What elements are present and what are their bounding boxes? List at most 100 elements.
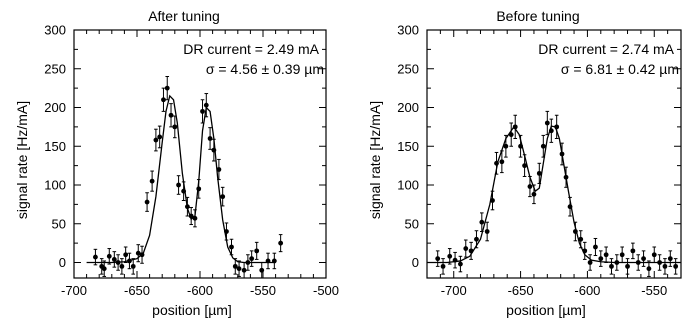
data-marker xyxy=(119,263,125,269)
data-point xyxy=(229,238,234,256)
data-point xyxy=(254,241,260,260)
data-point xyxy=(447,248,453,265)
data-point xyxy=(667,250,673,267)
data-point xyxy=(540,134,546,158)
data-marker xyxy=(651,252,657,258)
data-point xyxy=(115,254,121,271)
y-tick-label: 250 xyxy=(44,61,66,76)
data-marker xyxy=(181,188,187,194)
data-point xyxy=(494,151,499,175)
data-marker xyxy=(93,254,98,260)
data-marker xyxy=(254,248,260,254)
data-point xyxy=(598,250,604,267)
y-tick-label: 0 xyxy=(412,255,419,270)
data-marker xyxy=(236,266,242,272)
data-point xyxy=(232,258,238,275)
data-marker xyxy=(192,215,198,221)
data-point xyxy=(271,252,277,270)
data-marker xyxy=(662,263,668,269)
y-tick-label: 300 xyxy=(397,23,419,38)
data-marker xyxy=(635,260,641,265)
data-point xyxy=(123,246,129,263)
data-point xyxy=(139,245,145,264)
data-point xyxy=(200,99,205,124)
data-marker xyxy=(527,184,533,189)
data-marker xyxy=(463,246,469,251)
y-tick-label: 50 xyxy=(52,216,66,231)
data-marker xyxy=(522,163,527,169)
data-point xyxy=(593,237,598,257)
data-point xyxy=(106,248,112,265)
data-point xyxy=(609,258,614,275)
data-point xyxy=(241,262,247,279)
data-marker xyxy=(598,256,604,262)
data-marker xyxy=(241,267,247,273)
data-point xyxy=(508,122,514,147)
fit-line xyxy=(86,94,276,264)
data-point xyxy=(625,258,630,275)
annotation-dr-current: DR current = 2.74 mA xyxy=(538,41,674,57)
y-tick-label: 250 xyxy=(397,61,419,76)
data-point xyxy=(245,254,251,271)
y-tick-label: 50 xyxy=(405,216,419,231)
data-marker xyxy=(531,191,537,197)
data-marker xyxy=(220,194,226,200)
data-point xyxy=(559,142,565,166)
data-point xyxy=(188,206,194,226)
data-marker xyxy=(265,258,271,264)
data-point xyxy=(567,196,573,217)
data-marker xyxy=(157,134,163,140)
data-marker xyxy=(168,112,174,118)
data-point xyxy=(176,175,181,195)
data-marker xyxy=(259,267,265,273)
x-axis-label: position [µm] xyxy=(152,302,232,318)
data-point xyxy=(578,230,584,249)
data-point xyxy=(265,252,271,270)
data-point xyxy=(203,93,209,118)
data-marker xyxy=(229,244,234,250)
data-marker xyxy=(106,253,112,259)
data-point xyxy=(531,184,537,205)
data-point xyxy=(582,241,588,260)
data-marker xyxy=(224,229,229,234)
data-point xyxy=(196,179,202,199)
data-marker xyxy=(563,174,569,180)
y-axis-label: signal rate [Hz/mA] xyxy=(367,101,383,219)
data-point xyxy=(119,258,125,275)
data-marker xyxy=(548,128,554,134)
data-marker xyxy=(278,240,284,246)
data-marker xyxy=(603,252,609,258)
data-point xyxy=(479,212,485,232)
annotation-sigma: σ = 6.81 ± 0.42 µm xyxy=(561,61,679,77)
data-marker xyxy=(536,170,542,176)
x-tick-label: -700 xyxy=(441,283,467,298)
x-tick-label: -650 xyxy=(508,283,534,298)
data-marker xyxy=(153,137,159,143)
data-point xyxy=(130,258,136,275)
data-point xyxy=(490,190,495,211)
data-marker xyxy=(578,236,584,242)
data-marker xyxy=(127,258,132,264)
x-tick-label: -600 xyxy=(574,283,600,298)
data-marker xyxy=(101,266,107,272)
data-point xyxy=(157,125,163,149)
y-tick-label: 200 xyxy=(44,100,66,115)
data-point xyxy=(149,170,155,192)
data-point xyxy=(211,138,217,162)
data-marker xyxy=(593,244,598,250)
x-tick-label: -550 xyxy=(641,283,667,298)
data-point xyxy=(474,230,479,249)
data-marker xyxy=(559,151,565,157)
data-point xyxy=(468,241,474,260)
x-axis-label: position [µm] xyxy=(506,302,586,318)
data-marker xyxy=(494,160,499,166)
y-tick-label: 150 xyxy=(397,139,419,154)
data-point xyxy=(207,127,213,150)
data-marker xyxy=(567,204,573,210)
x-tick-label: -500 xyxy=(313,283,339,298)
data-marker xyxy=(185,204,190,210)
y-axis-label: signal rate [Hz/mA] xyxy=(14,101,30,219)
data-marker xyxy=(123,252,129,258)
data-marker xyxy=(614,260,620,265)
